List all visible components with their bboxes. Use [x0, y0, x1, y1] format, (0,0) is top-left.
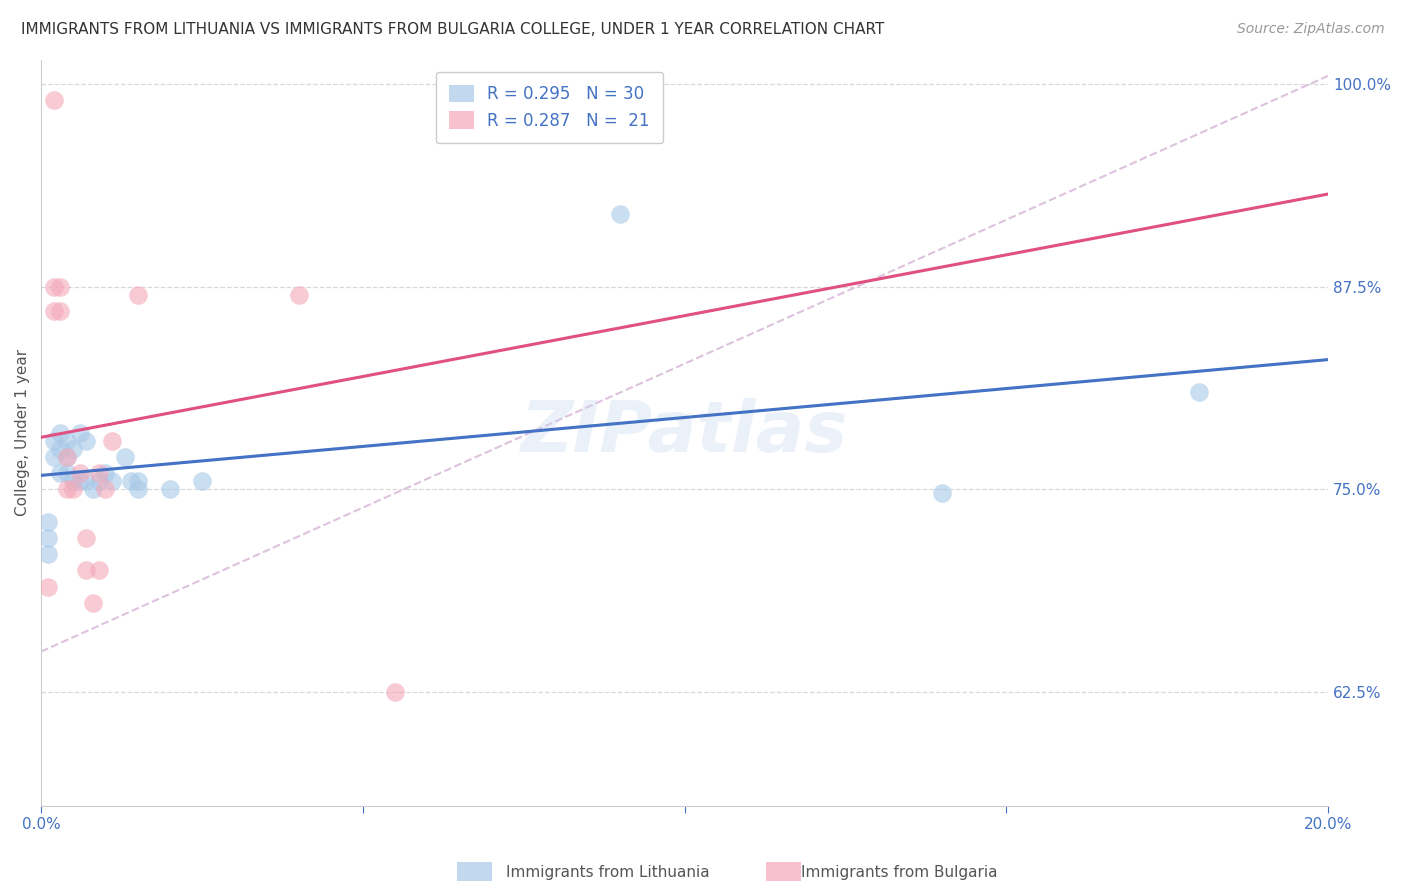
Point: [127, 483, 149, 497]
Point: [56, 483, 79, 497]
Point: [37, 547, 59, 561]
Point: [94, 466, 117, 480]
Point: [37, 515, 59, 529]
Point: [49, 442, 72, 456]
Point: [127, 475, 149, 489]
Point: [449, 93, 471, 107]
Point: [87, 466, 110, 480]
Point: [384, 685, 406, 699]
Text: Source: ZipAtlas.com: Source: ZipAtlas.com: [1237, 22, 1385, 37]
Point: [62, 442, 84, 456]
Text: Immigrants from Bulgaria: Immigrants from Bulgaria: [801, 865, 998, 880]
Point: [94, 483, 117, 497]
Point: [82, 596, 104, 610]
Point: [62, 483, 84, 497]
Point: [42, 279, 65, 293]
Point: [82, 483, 104, 497]
Point: [42, 434, 65, 448]
Point: [931, 485, 953, 500]
Point: [120, 475, 142, 489]
Point: [42, 304, 65, 318]
Point: [49, 466, 72, 480]
Point: [159, 483, 181, 497]
Point: [56, 466, 79, 480]
Point: [62, 475, 84, 489]
Text: Immigrants from Lithuania: Immigrants from Lithuania: [506, 865, 710, 880]
Point: [87, 564, 110, 578]
Point: [56, 434, 79, 448]
Legend: R = 0.295   N = 30, R = 0.287   N =  21: R = 0.295 N = 30, R = 0.287 N = 21: [436, 71, 664, 143]
Point: [75, 475, 97, 489]
Point: [75, 564, 97, 578]
Point: [1188, 385, 1211, 400]
Point: [42, 450, 65, 464]
Point: [42, 93, 65, 107]
Point: [56, 450, 79, 464]
Point: [69, 475, 91, 489]
Point: [69, 425, 91, 440]
Point: [75, 531, 97, 545]
Point: [191, 475, 214, 489]
Point: [101, 434, 124, 448]
Point: [49, 304, 72, 318]
Point: [49, 279, 72, 293]
Y-axis label: College, Under 1 year: College, Under 1 year: [15, 349, 30, 516]
Point: [49, 425, 72, 440]
Point: [287, 287, 309, 301]
Point: [609, 207, 631, 221]
Point: [127, 287, 149, 301]
Point: [87, 475, 110, 489]
Point: [56, 450, 79, 464]
Point: [114, 450, 136, 464]
Point: [37, 531, 59, 545]
Point: [69, 466, 91, 480]
Point: [75, 434, 97, 448]
Text: ZIPatlas: ZIPatlas: [522, 398, 848, 467]
Text: IMMIGRANTS FROM LITHUANIA VS IMMIGRANTS FROM BULGARIA COLLEGE, UNDER 1 YEAR CORR: IMMIGRANTS FROM LITHUANIA VS IMMIGRANTS …: [21, 22, 884, 37]
Point: [101, 475, 124, 489]
Point: [37, 580, 59, 594]
